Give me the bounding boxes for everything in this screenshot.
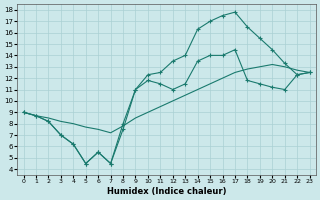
X-axis label: Humidex (Indice chaleur): Humidex (Indice chaleur): [107, 187, 226, 196]
